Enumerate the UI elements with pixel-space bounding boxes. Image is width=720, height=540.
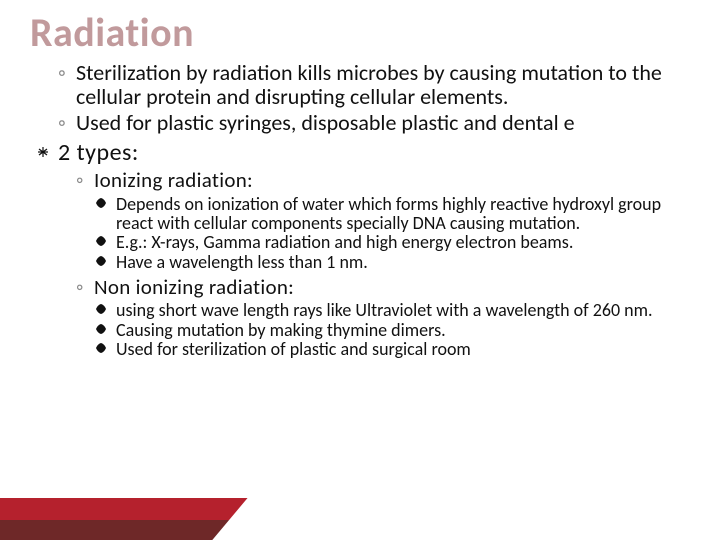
bullet-l3: Used for sterilization of plastic and su…	[94, 340, 690, 359]
bullet-l3: Depends on ionization of water which for…	[94, 195, 690, 234]
l1-text: Used for plastic syringes, disposable pl…	[76, 111, 575, 135]
bullet-l1: ◦ Sterilization by radiation kills micro…	[58, 61, 690, 109]
l3-marker-icon	[94, 340, 116, 359]
l3-text: E.g.: X-rays, Gamma radiation and high e…	[116, 233, 573, 252]
l3-marker-icon	[94, 301, 116, 320]
bullet-l3: E.g.: X-rays, Gamma radiation and high e…	[94, 233, 690, 252]
l2-heading: Ionizing radiation:	[94, 169, 253, 192]
accent-band-red	[0, 498, 248, 520]
l3-marker-icon	[94, 253, 116, 272]
l3-text: Have a wavelength less than 1 nm.	[116, 253, 368, 272]
l1-marker-icon: ◦	[58, 61, 76, 109]
bullet-l2: ◦ Ionizing radiation:	[76, 169, 690, 192]
l2-marker-icon: ◦	[76, 276, 94, 299]
slide-root: Radiation ◦ Sterilization by radiation k…	[0, 0, 720, 540]
l0-marker-icon	[36, 140, 58, 165]
bullet-l0: 2 types:	[36, 140, 690, 165]
bullet-l3: using short wave length rays like Ultrav…	[94, 301, 690, 320]
l1-text: Sterilization by radiation kills microbe…	[76, 61, 690, 109]
l3-marker-icon	[94, 195, 116, 234]
l1-marker-icon: ◦	[58, 111, 76, 135]
corner-accent	[0, 452, 286, 540]
bullet-l2: ◦ Non ionizing radiation:	[76, 276, 690, 299]
accent-band-darkred	[0, 520, 229, 540]
l3-text: Used for sterilization of plastic and su…	[116, 340, 471, 359]
bullet-l1: ◦ Used for plastic syringes, disposable …	[58, 111, 690, 135]
l3-text: using short wave length rays like Ultrav…	[116, 301, 653, 320]
page-title: Radiation	[30, 8, 690, 57]
l3-marker-icon	[94, 321, 116, 340]
l2-heading: Non ionizing radiation:	[94, 276, 294, 299]
l3-marker-icon	[94, 233, 116, 252]
l3-text: Depends on ionization of water which for…	[116, 195, 690, 234]
l2-marker-icon: ◦	[76, 169, 94, 192]
bullet-l3: Have a wavelength less than 1 nm.	[94, 253, 690, 272]
l0-text: 2 types:	[58, 140, 139, 165]
